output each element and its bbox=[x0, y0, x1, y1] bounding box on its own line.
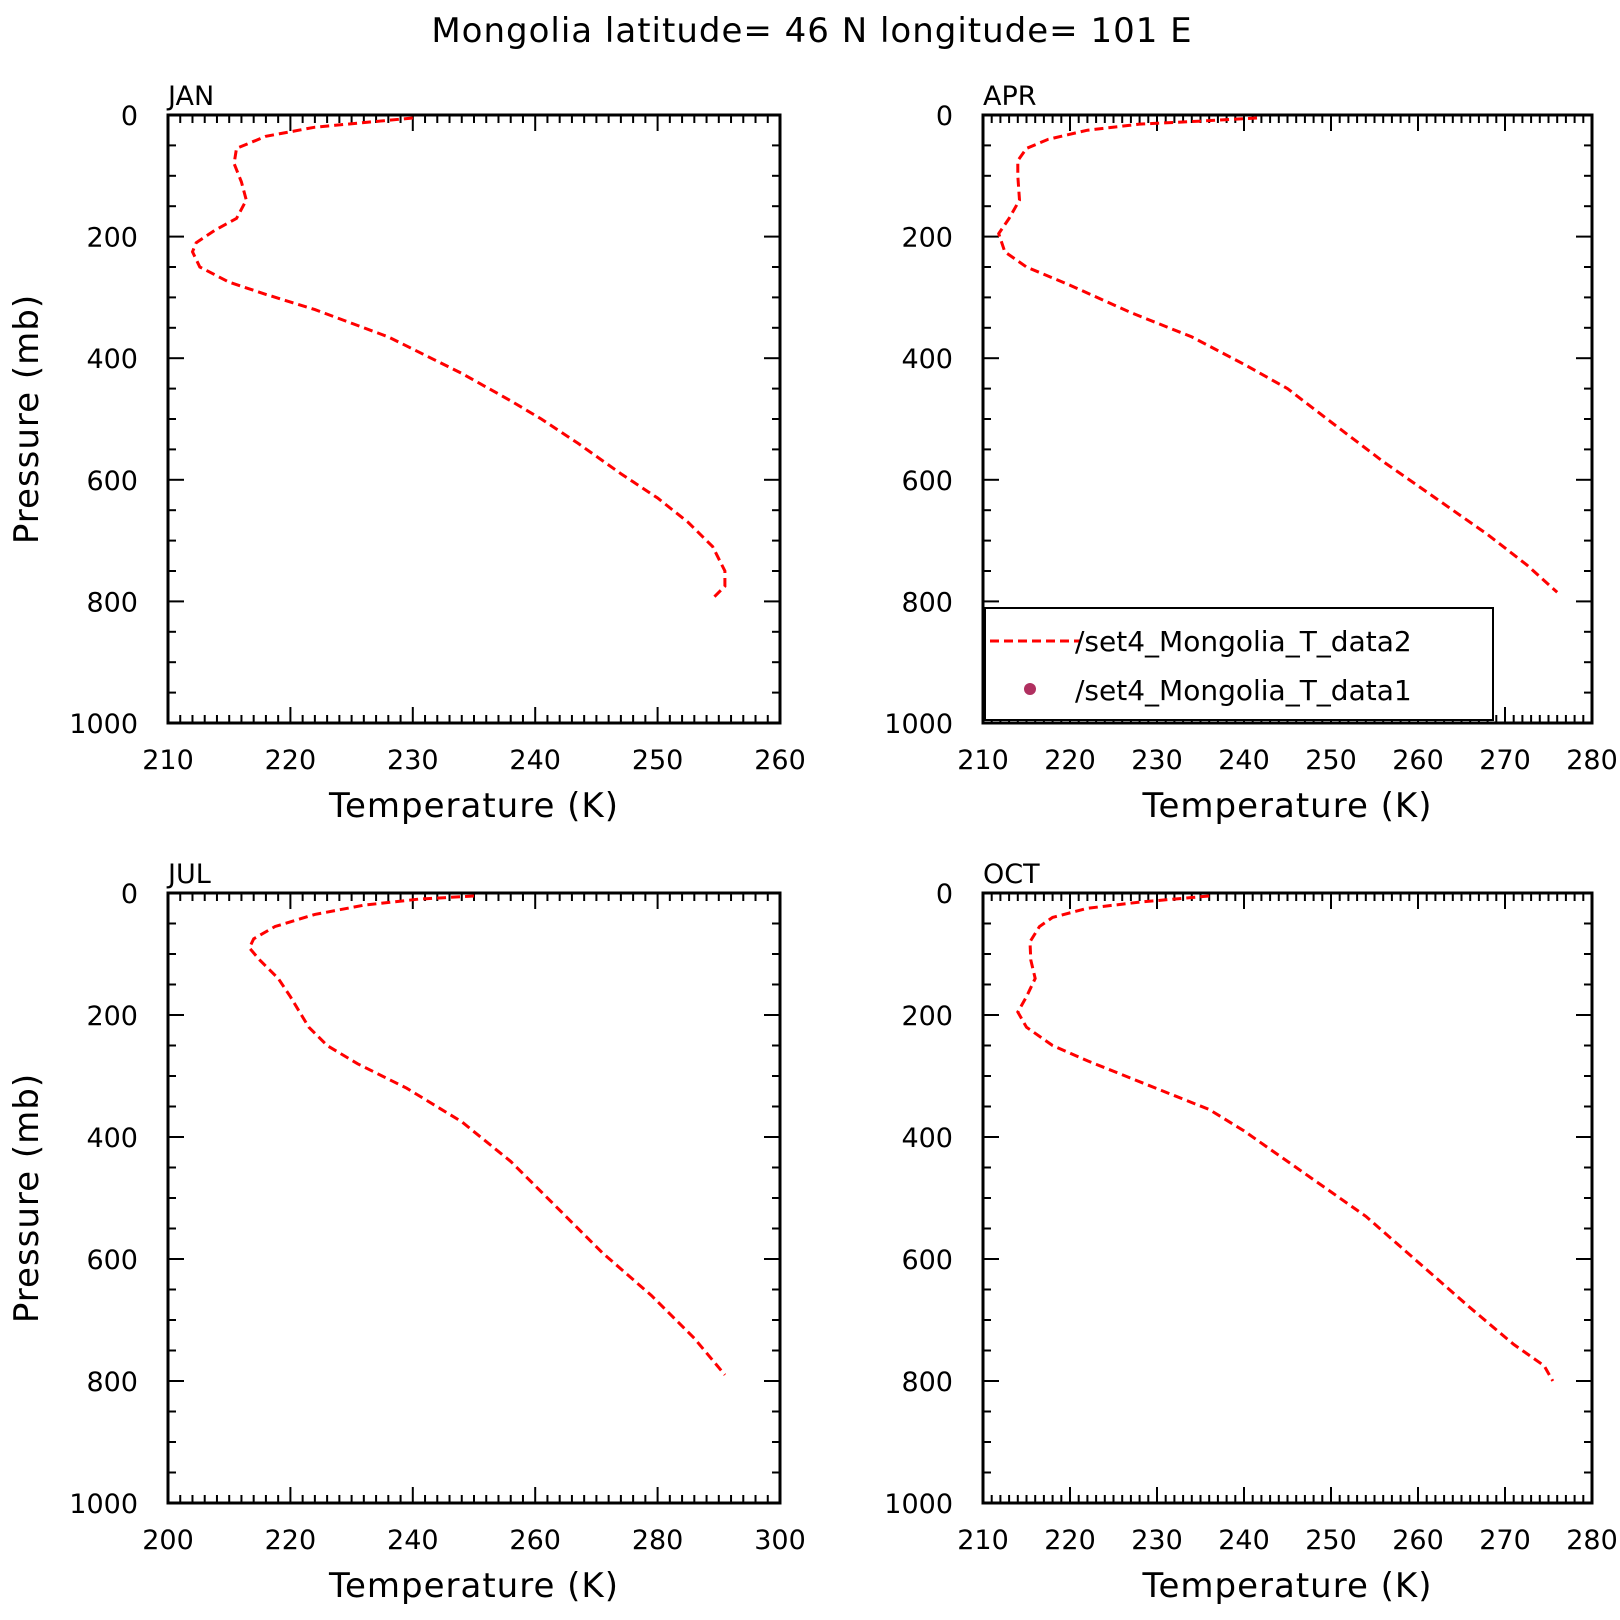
y-tick-label: 200 bbox=[901, 1001, 953, 1032]
y-tick-label: 800 bbox=[86, 1367, 138, 1398]
x-tick-label: 230 bbox=[1131, 1525, 1183, 1556]
y-tick-label: 600 bbox=[86, 1245, 138, 1276]
series-line-jan bbox=[190, 116, 727, 600]
panel-label: JAN bbox=[166, 81, 214, 112]
x-tick-label: 250 bbox=[632, 745, 684, 776]
legend: /set4_Mongolia_T_data2/set4_Mongolia_T_d… bbox=[984, 607, 1494, 721]
y-tick-label: 200 bbox=[901, 223, 953, 254]
x-tick-label: 300 bbox=[754, 1525, 806, 1556]
x-axis-label: Temperature (K) bbox=[328, 786, 619, 826]
figure-title: Mongolia latitude= 46 N longitude= 101 E bbox=[431, 11, 1192, 51]
legend-swatch-dot bbox=[1024, 683, 1036, 695]
plot-frame bbox=[981, 891, 1594, 1505]
x-tick-label: 260 bbox=[509, 1525, 561, 1556]
legend-box bbox=[984, 607, 1494, 721]
plot-frame bbox=[166, 113, 782, 725]
x-tick-label: 200 bbox=[142, 1525, 194, 1556]
legend-label-data1: /set4_Mongolia_T_data1 bbox=[1075, 674, 1412, 707]
y-tick-label: 600 bbox=[901, 1245, 953, 1276]
panels: JAN 210 220 230 240 250 260 0 200 400 600 800 1000 Te… bbox=[7, 81, 1618, 1606]
x-tick-label: 240 bbox=[1218, 1525, 1270, 1556]
y-tick-label: 200 bbox=[86, 1001, 138, 1032]
x-tick-label: 270 bbox=[1479, 1525, 1531, 1556]
panel-label: APR bbox=[983, 81, 1037, 112]
x-tick-label: 220 bbox=[265, 745, 317, 776]
y-tick-label: 600 bbox=[901, 466, 953, 497]
x-tick-label: 280 bbox=[632, 1525, 684, 1556]
y-tick-label: 400 bbox=[86, 1123, 138, 1154]
panel-oct: OCT 210 220 230 240 250 260 270 280 0 200 400 600 800… bbox=[884, 859, 1617, 1606]
y-axis-label: Pressure (mb) bbox=[7, 294, 47, 544]
y-tick-label: 400 bbox=[901, 1123, 953, 1154]
y-tick-label: 1000 bbox=[884, 709, 953, 740]
y-tick-label: 0 bbox=[936, 101, 953, 132]
y-tick-label: 800 bbox=[901, 1367, 953, 1398]
legend-label-data2: /set4_Mongolia_T_data2 bbox=[1075, 625, 1412, 658]
x-tick-label: 240 bbox=[387, 1525, 439, 1556]
x-tick-label: 220 bbox=[265, 1525, 317, 1556]
y-tick-label: 1000 bbox=[884, 1489, 953, 1520]
y-tick-label: 800 bbox=[86, 587, 138, 618]
x-tick-label: 230 bbox=[1131, 745, 1183, 776]
panel-jan: JAN 210 220 230 240 250 260 0 200 400 600 800 1000 Te… bbox=[7, 81, 806, 826]
x-tick-label: 210 bbox=[957, 1525, 1009, 1556]
x-tick-label: 230 bbox=[387, 745, 439, 776]
series-line-apr bbox=[997, 116, 1559, 594]
x-tick-label: 260 bbox=[1392, 745, 1444, 776]
x-axis-label: Temperature (K) bbox=[1141, 1566, 1432, 1606]
x-tick-label: 280 bbox=[1566, 1525, 1618, 1556]
x-axis-label: Temperature (K) bbox=[1141, 786, 1432, 826]
y-tick-label: 400 bbox=[86, 344, 138, 375]
y-tick-label: 0 bbox=[121, 879, 138, 910]
x-tick-label: 240 bbox=[509, 745, 561, 776]
y-tick-label: 1000 bbox=[69, 709, 138, 740]
series-line-jul bbox=[247, 894, 727, 1376]
x-tick-label: 280 bbox=[1566, 745, 1618, 776]
x-tick-label: 260 bbox=[1392, 1525, 1444, 1556]
y-tick-label: 600 bbox=[86, 466, 138, 497]
plot-frame bbox=[166, 891, 782, 1505]
y-tick-label: 0 bbox=[121, 101, 138, 132]
panel-apr: APR 210 220 230 240 250 260 270 280 0 200 400 600 800… bbox=[884, 81, 1617, 826]
x-tick-label: 270 bbox=[1479, 745, 1531, 776]
x-tick-label: 250 bbox=[1305, 1525, 1357, 1556]
x-tick-label: 220 bbox=[1044, 1525, 1096, 1556]
x-tick-label: 210 bbox=[957, 745, 1009, 776]
x-tick-label: 250 bbox=[1305, 745, 1357, 776]
x-tick-label: 240 bbox=[1218, 745, 1270, 776]
series-line-oct bbox=[1016, 894, 1555, 1382]
y-tick-label: 200 bbox=[86, 223, 138, 254]
panel-label: OCT bbox=[983, 859, 1040, 890]
y-tick-label: 400 bbox=[901, 344, 953, 375]
y-tick-label: 800 bbox=[901, 587, 953, 618]
x-tick-label: 260 bbox=[754, 745, 806, 776]
x-tick-label: 210 bbox=[142, 745, 194, 776]
panel-jul: JUL 200 220 240 260 280 300 0 200 400 600 800 1000 Te… bbox=[7, 859, 806, 1606]
panel-label: JUL bbox=[166, 859, 211, 890]
y-tick-label: 1000 bbox=[69, 1489, 138, 1520]
x-axis-label: Temperature (K) bbox=[328, 1566, 619, 1606]
x-tick-label: 220 bbox=[1044, 745, 1096, 776]
y-axis-label: Pressure (mb) bbox=[7, 1073, 47, 1323]
y-tick-label: 0 bbox=[936, 879, 953, 910]
